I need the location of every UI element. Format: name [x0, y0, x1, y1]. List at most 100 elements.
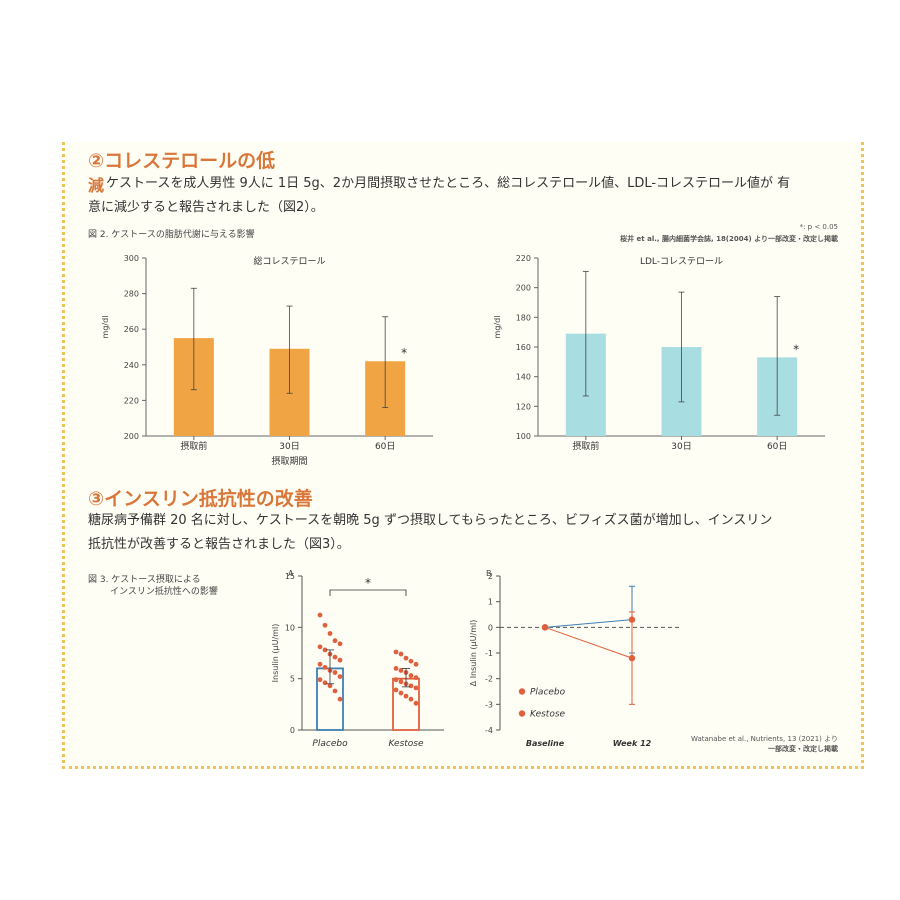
data-point [413, 685, 419, 691]
x-tick-label: 摂取前 [572, 440, 599, 452]
data-point [332, 688, 338, 694]
y-tick-label: 200 [516, 284, 531, 293]
data-point [317, 677, 323, 683]
y-tick-label: 100 [516, 432, 531, 441]
figure2-caption: 図 2. ケストースの脂肪代謝に与える影響 [88, 230, 255, 240]
data-point [332, 670, 338, 675]
y-tick-label: -2 [485, 675, 493, 684]
data-point [398, 651, 404, 657]
x-tick-label: Placebo [312, 739, 348, 749]
data-point [408, 673, 414, 678]
insulin-scatter-bar-chart: A 0 5 10 15 Placebo Kestose * Insulin (μU/ml) [271, 569, 444, 749]
data-point [408, 696, 414, 702]
y-tick-label: -1 [485, 649, 493, 658]
content-panel [62, 142, 864, 769]
y-tick-label: 260 [124, 325, 139, 334]
data-point [337, 674, 343, 680]
data-point [393, 666, 399, 671]
series-line-kestose [544, 626, 633, 659]
data-point [337, 657, 343, 663]
x-tick-label: Kestose [388, 739, 424, 749]
data-point [327, 631, 333, 636]
y-axis-label: mg/dl [101, 316, 110, 339]
ldl-cholesterol-chart: 100 120 140 160 180 200 220 摂取前 30日 60日 * LDL-コレステロ… [493, 254, 825, 452]
section2-heading-cont: 減 [88, 176, 105, 195]
data-point [393, 649, 399, 655]
y-tick-label: 180 [516, 313, 531, 322]
data-point [332, 638, 338, 644]
data-point [317, 644, 323, 650]
x-tick-label: 30日 [671, 441, 691, 452]
y-axis-label: Δ Insulin (μU/ml) [469, 620, 478, 687]
data-point [317, 661, 323, 667]
y-tick-label: 120 [516, 402, 531, 411]
y-tick-label: -4 [485, 726, 493, 735]
legend-label: Placebo [530, 688, 566, 698]
y-axis-label: Insulin (μU/ml) [271, 624, 280, 683]
data-point [337, 696, 343, 702]
section3-text-line2: 抵抗性が改善すると報告されました（図3）。 [88, 537, 350, 552]
legend-marker [518, 710, 526, 717]
data-point [393, 677, 399, 683]
data-point [413, 661, 419, 667]
y-tick-label: 200 [124, 432, 139, 441]
y-tick-label: -3 [485, 700, 493, 709]
y-tick-label: 0 [290, 726, 295, 735]
data-point [322, 664, 328, 670]
y-tick-label: 280 [124, 290, 139, 299]
significance-star: * [401, 346, 407, 360]
significance-bracket [329, 589, 407, 596]
data-point [332, 654, 338, 660]
significance-star: * [365, 576, 371, 590]
significance-note: *: p < 0.05 [799, 223, 838, 231]
y-tick-label: 220 [516, 254, 531, 263]
y-tick-label: 140 [516, 373, 531, 382]
x-tick-label: Week 12 [613, 739, 652, 748]
legend-label: Kestose [530, 710, 566, 720]
x-axis-label: 摂取期間 [271, 455, 307, 467]
data-point [322, 680, 328, 686]
figure3-source-line1: Watanabe et al., Nutrients, 13 (2021) より [690, 735, 838, 743]
figure3-caption-line1: 図 3. ケストース摂取による [88, 575, 201, 585]
data-point [628, 654, 636, 662]
y-tick-label: 220 [124, 396, 139, 405]
y-tick-label: 160 [516, 343, 531, 352]
section2-heading: ②コレステロールの低 [88, 150, 276, 172]
figure3-caption-line2: インスリン抵抗性への影響 [110, 587, 218, 597]
y-tick-label: 1 [488, 598, 493, 607]
data-point [337, 641, 343, 647]
data-point [408, 658, 414, 664]
y-tick-label: 10 [285, 623, 295, 632]
section3-heading: ③インスリン抵抗性の改善 [88, 488, 313, 510]
section2-text-line2: 意に減少すると報告されました（図2）。 [88, 200, 324, 215]
section3-text-line1: 糖尿病予備群 20 名に対し、ケストースを朝晩 5g ずつ摂取してもらったところ… [88, 513, 773, 528]
legend-marker [518, 688, 526, 695]
chart-title: LDL-コレステロール [640, 256, 723, 267]
data-point [403, 655, 409, 661]
y-tick-label: 300 [124, 254, 139, 263]
total-cholesterol-chart: 200 220 240 260 280 300 摂取前 30日 60日 * 総コレステロール mg/d… [101, 254, 433, 467]
x-tick-label: Baseline [526, 739, 565, 748]
data-point [327, 683, 333, 689]
data-point [322, 647, 328, 653]
data-point [413, 700, 419, 706]
data-point [317, 612, 323, 618]
y-tick-label: 2 [488, 572, 493, 581]
figure2-source: 桜井 et al., 腸内細菌学会誌, 18(2004) より一部改変・改定し掲… [620, 235, 838, 243]
y-tick-label: 240 [124, 361, 139, 370]
section2-text-line1: ケストースを成人男性 9人に 1日 5g、2か月間摂取させたところ、総コレステロ… [106, 176, 791, 191]
x-tick-label: 摂取前 [180, 440, 207, 452]
data-point [398, 668, 404, 673]
data-point [398, 679, 404, 685]
figure3-source-line2: 一部改変・改定し掲載 [768, 745, 838, 753]
chart-title: 総コレステロール [253, 255, 325, 267]
series-line-placebo [544, 619, 633, 628]
significance-star: * [793, 342, 799, 356]
x-tick-label: 60日 [375, 441, 395, 452]
data-point [393, 687, 399, 693]
data-point [322, 622, 328, 628]
panel-label-b: B [486, 569, 492, 578]
y-tick-label: 5 [290, 675, 295, 684]
panel-label-a: A [288, 569, 294, 578]
delta-insulin-line-chart: B -4 -3 -2 -1 0 1 2 Baseline Week 12 Placebo Kestos… [469, 569, 680, 748]
